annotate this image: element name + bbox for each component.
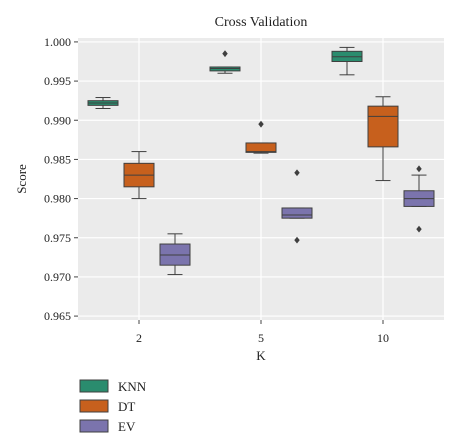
y-tick-label: 0.980 <box>44 192 71 206</box>
box-dt-k5 <box>245 120 277 154</box>
outlier-point <box>258 120 264 128</box>
legend-swatch-ev <box>79 419 109 433</box>
box-series <box>87 46 435 276</box>
outlier-point <box>416 225 422 233</box>
y-tick-label: 0.995 <box>44 74 71 88</box>
chart-title: Cross Validation <box>215 15 308 30</box>
legend-swatch-knn <box>79 379 109 393</box>
legend-label-dt: DT <box>118 399 135 414</box>
y-tick-label: 0.985 <box>44 152 71 166</box>
box-dt-k10 <box>367 96 399 182</box>
x-tick-label: 2 <box>136 331 142 345</box>
box-knn-k10 <box>331 46 363 76</box>
outlier-point <box>416 165 422 173</box>
box-ev-k10 <box>403 165 435 233</box>
outlier-point <box>222 50 228 58</box>
box-ev-k2 <box>159 233 191 276</box>
y-tick-label: 0.975 <box>44 231 71 245</box>
outlier-point <box>294 169 300 177</box>
x-axis: 2 5 10 <box>136 320 389 345</box>
y-tick-label: 0.965 <box>44 309 71 323</box>
x-axis-label: K <box>256 348 266 363</box>
y-axis: 0.965 0.970 0.975 0.980 0.985 0.990 0.995 1.000 <box>44 35 78 323</box>
box-iqr <box>245 142 277 153</box>
box-knn-k5 <box>209 50 241 74</box>
legend-label-ev: EV <box>118 419 136 434</box>
box-iqr <box>367 105 399 148</box>
y-tick-label: 1.000 <box>44 35 71 49</box>
outlier-point <box>294 236 300 244</box>
x-tick-label: 10 <box>377 331 389 345</box>
y-tick-label: 0.970 <box>44 270 71 284</box>
legend: KNN DT EV <box>79 379 147 434</box>
y-axis-label: Score <box>14 164 29 194</box>
legend-swatch-dt <box>79 399 109 413</box>
box-knn-k2 <box>87 97 119 109</box>
box-iqr <box>281 207 313 219</box>
x-tick-label: 5 <box>258 331 264 345</box>
y-tick-label: 0.990 <box>44 113 71 127</box>
box-ev-k5 <box>281 169 313 244</box>
legend-label-knn: KNN <box>118 379 147 394</box>
box-dt-k2 <box>123 151 155 200</box>
